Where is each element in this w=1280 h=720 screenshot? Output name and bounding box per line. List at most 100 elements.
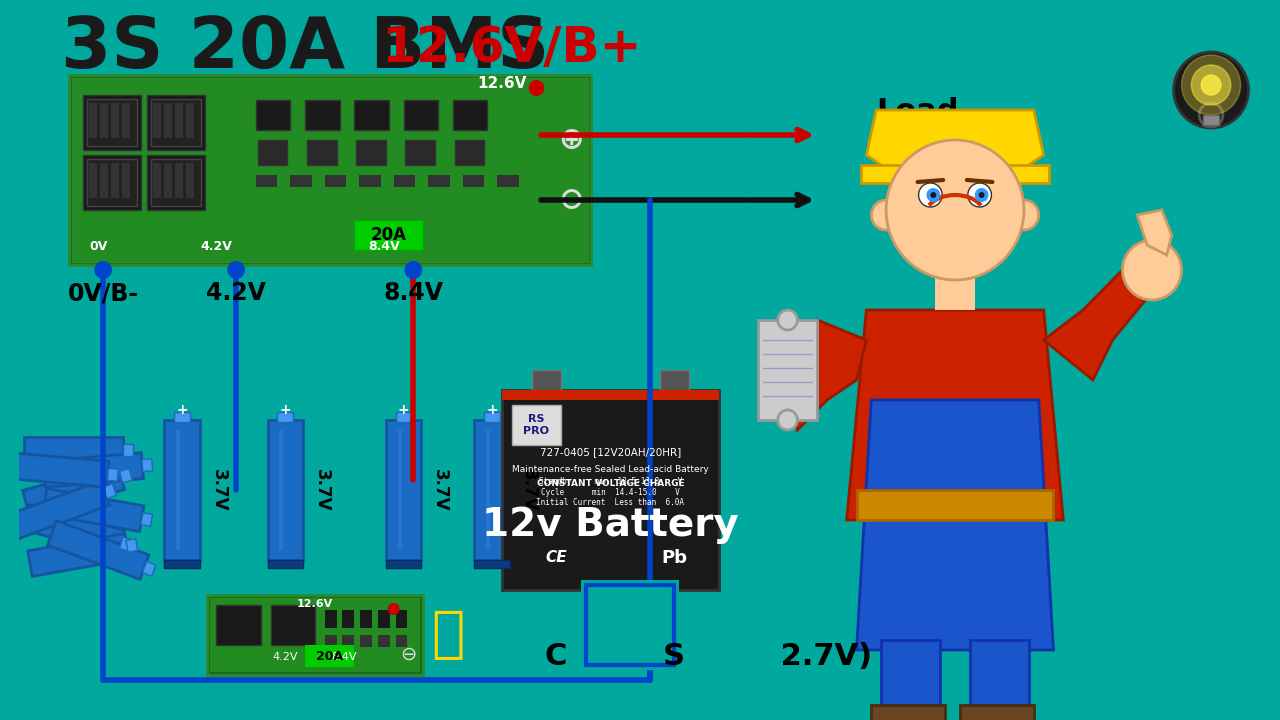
Circle shape [404, 261, 422, 279]
Polygon shape [867, 110, 1043, 175]
Bar [24, 437, 123, 463]
Text: Output: Output [877, 132, 996, 161]
Text: Standby     min  13.5-13.8    V
Cycle      min  14.4-15.0    V
Initial Current  : Standby min 13.5-13.8 V Cycle min 14.4-1… [536, 477, 685, 507]
Bar [142, 562, 156, 576]
Circle shape [529, 80, 544, 96]
Bar [44, 453, 143, 487]
Bar [100, 103, 108, 138]
Circle shape [778, 410, 797, 430]
Bar [123, 444, 133, 456]
Bar [104, 484, 116, 498]
Bar [512, 405, 561, 445]
Text: 3.7V: 3.7V [431, 469, 449, 511]
Bar [23, 464, 124, 516]
Bar [175, 103, 183, 138]
Text: 12.6V/B+: 12.6V/B+ [381, 24, 643, 72]
Text: 3S 20A BMS: 3S 20A BMS [61, 14, 549, 83]
Text: +: + [279, 403, 291, 417]
Bar [486, 430, 490, 550]
Text: CONSTANT VOLTAGE CHARGE: CONSTANT VOLTAGE CHARGE [536, 479, 684, 488]
Bar [151, 159, 201, 206]
Bar [147, 95, 205, 150]
Bar [396, 610, 407, 628]
Circle shape [778, 310, 797, 330]
Circle shape [979, 192, 984, 198]
Text: 20A: 20A [371, 226, 407, 244]
Bar [42, 488, 145, 531]
Circle shape [919, 183, 942, 207]
Bar [586, 585, 675, 665]
Bar [47, 521, 148, 580]
Bar [83, 155, 141, 210]
Bar [164, 420, 200, 560]
Circle shape [1123, 240, 1181, 300]
Bar [881, 640, 941, 715]
Bar [502, 390, 718, 400]
Text: 8.4V: 8.4V [367, 240, 399, 253]
Circle shape [968, 183, 992, 207]
Bar [151, 99, 201, 146]
Bar [257, 140, 287, 165]
Text: 0V/B-: 0V/B- [68, 281, 138, 305]
Bar [147, 155, 205, 210]
Bar [475, 420, 509, 560]
Bar [28, 534, 129, 577]
Text: 20A: 20A [316, 649, 343, 662]
Polygon shape [856, 400, 1053, 650]
Circle shape [1009, 200, 1039, 230]
Bar [100, 163, 108, 198]
Bar [69, 75, 590, 265]
Bar [502, 390, 718, 590]
Bar [278, 412, 293, 422]
Text: Maintenance-free Sealed Lead-acid Battery: Maintenance-free Sealed Lead-acid Batter… [512, 465, 709, 474]
Text: 12.6V: 12.6V [477, 76, 526, 91]
Bar [216, 605, 261, 645]
Bar [122, 103, 129, 138]
Bar [111, 103, 119, 138]
Bar [108, 469, 118, 481]
Bar [356, 140, 385, 165]
Bar [125, 539, 138, 552]
Bar [385, 420, 421, 560]
Bar [83, 95, 141, 150]
Text: Load: Load [877, 97, 959, 126]
Bar [268, 420, 303, 560]
Bar [861, 165, 1048, 183]
Circle shape [974, 188, 988, 202]
Bar [291, 175, 312, 187]
Circle shape [388, 603, 399, 615]
Bar [256, 175, 278, 187]
Bar [141, 513, 152, 526]
Bar [428, 175, 449, 187]
Bar [355, 100, 389, 130]
Polygon shape [787, 320, 867, 430]
Circle shape [1174, 52, 1248, 128]
Bar [394, 175, 415, 187]
Bar [360, 610, 372, 628]
Text: Pb: Pb [662, 549, 687, 567]
Bar [453, 100, 488, 130]
Bar [119, 469, 132, 483]
Bar [462, 175, 484, 187]
Bar [406, 140, 435, 165]
Bar [325, 610, 337, 628]
Bar [164, 560, 200, 568]
Bar [307, 140, 337, 165]
Bar [396, 412, 411, 422]
Bar [174, 412, 189, 422]
Polygon shape [1137, 210, 1171, 255]
Bar [142, 459, 152, 472]
Bar [970, 640, 1029, 715]
Bar [378, 610, 389, 628]
Text: ⊕: ⊕ [558, 125, 584, 155]
Text: 👉: 👉 [431, 608, 465, 662]
Bar [186, 163, 193, 198]
Bar [175, 163, 183, 198]
Bar [210, 598, 420, 672]
Bar [936, 275, 974, 310]
Bar [475, 560, 509, 568]
Text: +: + [177, 403, 188, 417]
Bar [87, 159, 137, 206]
Bar [960, 705, 1034, 720]
Text: RS
PRO: RS PRO [524, 414, 549, 436]
